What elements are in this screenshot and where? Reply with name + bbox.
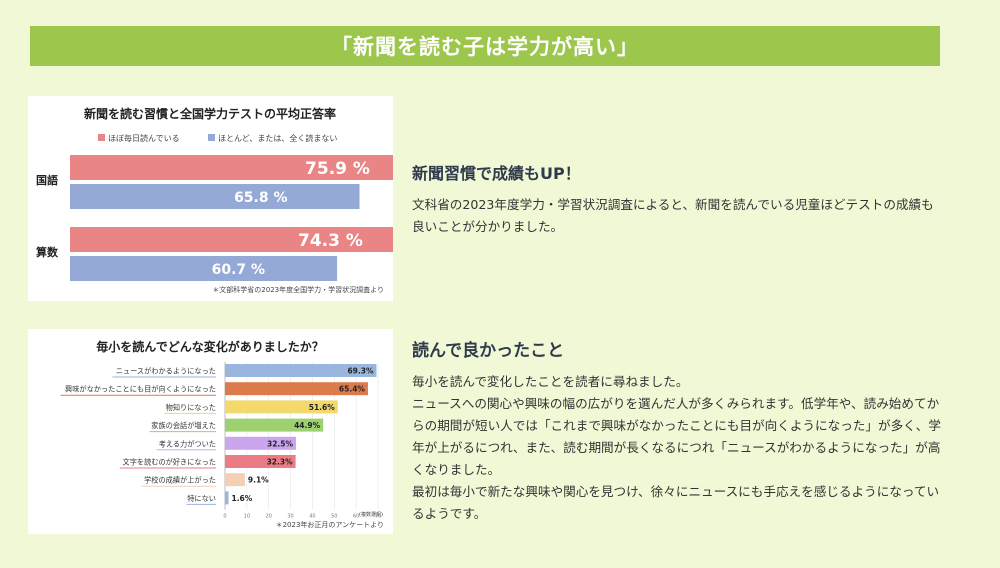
bar: [225, 400, 338, 414]
bar: [225, 491, 229, 505]
chart-card-test-scores: 新聞を読む習慣と全国学力テストの平均正答率 ほぼ毎日読んでいる ほとんど、または…: [28, 96, 393, 301]
chart-card-changes: 毎小を読んでどんな変化がありましたか？ ニュースがわかるようになった 69.3% 興…: [28, 329, 393, 534]
tick-label: 10: [244, 514, 250, 520]
bar-value-label: 44.9%: [294, 421, 321, 430]
category-label: 国語: [36, 173, 58, 187]
bar-daily: [70, 155, 393, 180]
bar-rarely: [70, 184, 360, 209]
bar-daily: [70, 227, 393, 252]
category-label: 家族の会話が増えた: [151, 421, 216, 430]
bar-value-label: 60.7 %: [212, 262, 265, 278]
tick-label: 30: [287, 514, 293, 520]
changes-chart: 毎小を読んでどんな変化がありましたか？ ニュースがわかるようになった 69.3% 興…: [60, 339, 384, 529]
bar: [225, 418, 324, 432]
section-body-line: 最初は毎小で新たな興味や関心を見つけ、徐々にニュースにも手応えを感じるようになっ…: [412, 484, 940, 521]
bar: [225, 364, 377, 377]
section-body: 文科省の2023年度学力・学習状況調査によると、新聞を読んでいる児童ほどテストの…: [412, 197, 934, 234]
category-label: 算数: [35, 245, 59, 259]
category-label: 興味がなかったことにも目が向くようになった: [65, 385, 216, 394]
bar-value-label: 32.3%: [267, 458, 294, 467]
legend-label-rarely: ほとんど、または、全く読まない: [218, 133, 337, 143]
banner-title: 「新聞を読む子は学力が高い」: [331, 35, 639, 59]
category-label: 学校の成績が上がった: [144, 476, 216, 485]
chart-source: ＊文部科学省の2023年度全国学力・学習状況調査より: [212, 285, 384, 294]
section-good-points: 読んで良かったこと 毎小を読んで変化したことを読者に尋ねました。 ニュースへの関…: [412, 336, 942, 525]
bar-value-label: 9.1%: [248, 476, 269, 485]
bar: [225, 473, 245, 487]
tick-label: 60: [353, 514, 359, 520]
tick-label: 20: [266, 514, 272, 520]
bar-value-label: 75.9 %: [305, 159, 370, 179]
bar: [225, 436, 297, 450]
bar-rarely: [70, 256, 338, 281]
chart-title: 毎小を読んでどんな変化がありましたか？: [96, 339, 323, 354]
legend-swatch-rarely: [208, 134, 215, 141]
title-banner: 「新聞を読む子は学力が高い」: [30, 26, 940, 66]
bar-value-label: 69.3%: [347, 367, 374, 376]
chart-title: 新聞を読む習慣と全国学力テストの平均正答率: [84, 106, 336, 121]
bar-value-label: 74.3 %: [298, 231, 363, 251]
section-grades: 新聞習慣で成績もUP！ 文科省の2023年度学力・学習状況調査によると、新聞を読…: [412, 160, 942, 238]
category-label: 物知りになった: [166, 403, 216, 412]
chart-source: ＊2023年お正月のアンケートより: [276, 520, 384, 529]
bar-value-label: 65.4%: [339, 385, 366, 394]
section-heading: 新聞習慣で成績もUP！: [412, 164, 581, 183]
legend-label-daily: ほぼ毎日読んでいる: [108, 133, 180, 143]
section-heading: 読んで良かったこと: [412, 341, 565, 361]
category-label: ニュースがわかるようになった: [116, 367, 216, 376]
section-body-line: ニュースへの関心や興味の幅の広がりを選んだ人が多くみられます。低学年や、読み始め…: [412, 396, 941, 477]
test-score-chart: 新聞を読む習慣と全国学力テストの平均正答率 ほぼ毎日読んでいる ほとんど、または…: [35, 106, 393, 294]
category-label: 考える力がついた: [159, 439, 216, 448]
section-body-line: 毎小を読んで変化したことを読者に尋ねました。: [412, 374, 689, 389]
category-label: 特にない: [187, 494, 216, 503]
bar: [225, 455, 296, 468]
bar-value-label: 65.8 %: [234, 190, 287, 206]
tick-label: 40: [309, 514, 315, 520]
bar-value-label: 1.6%: [231, 494, 252, 503]
legend-swatch-daily: [98, 134, 105, 141]
bar-value-label: 32.5%: [267, 439, 294, 448]
chart-note: (複数選択): [359, 511, 383, 518]
bar: [225, 382, 368, 396]
tick-label: 0: [223, 514, 226, 520]
bar-value-label: 51.6%: [309, 403, 336, 412]
tick-label: 70: [375, 514, 381, 520]
tick-label: 50: [331, 514, 337, 520]
category-label: 文字を読むのが好きになった: [123, 458, 216, 467]
